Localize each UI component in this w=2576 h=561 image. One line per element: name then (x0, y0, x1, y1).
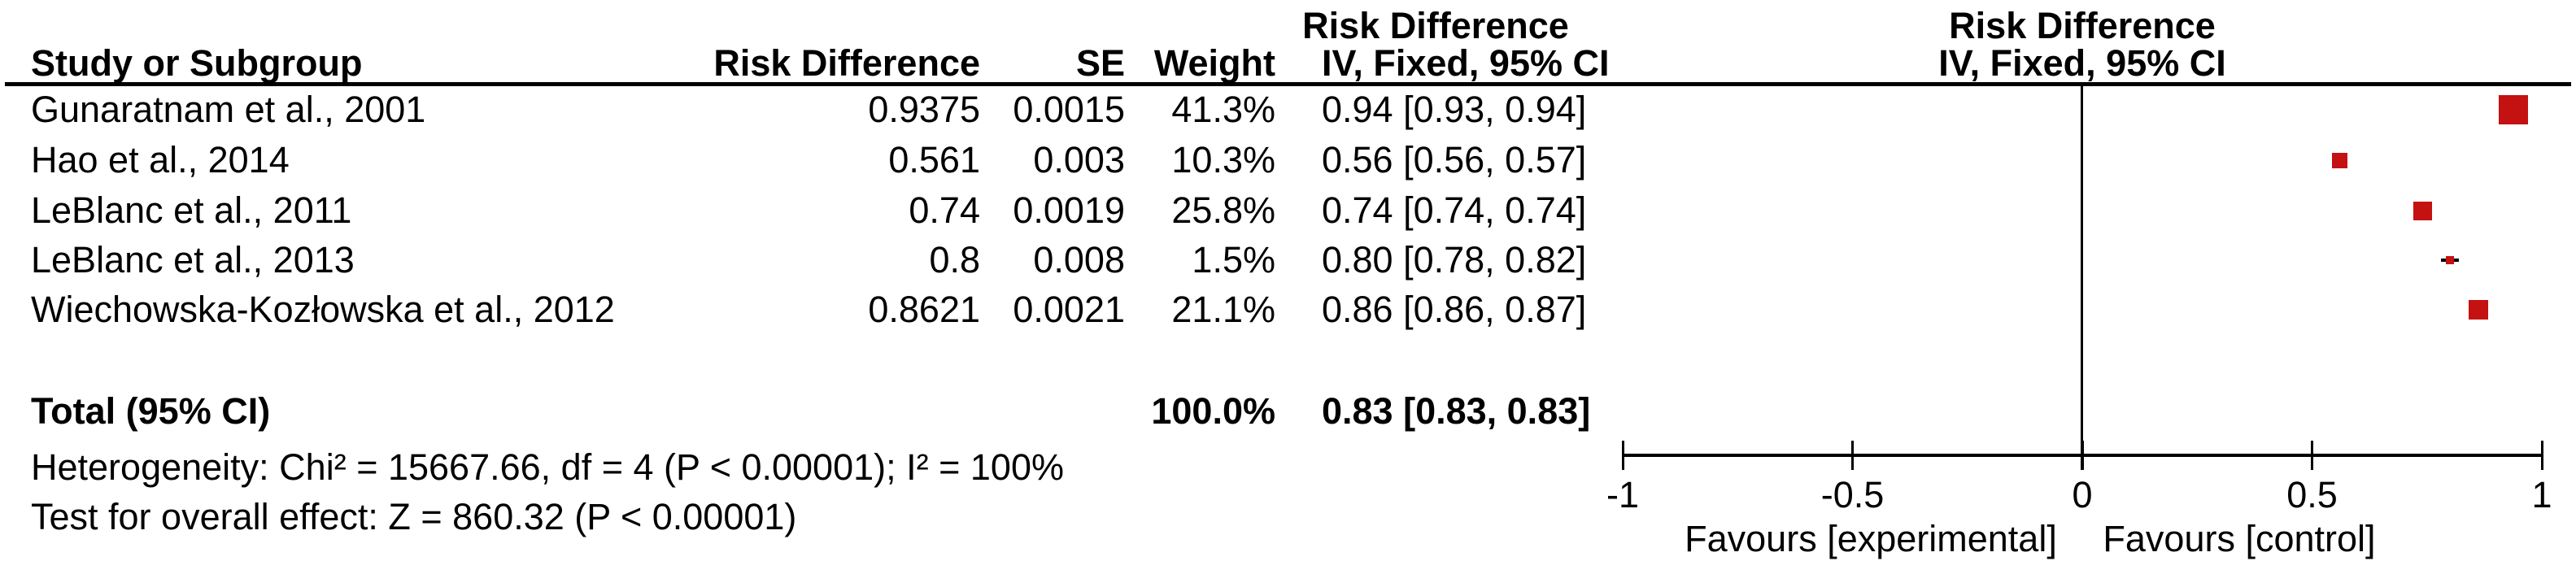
favours-experimental-label: Favours [experimental] (1685, 518, 2057, 559)
ci-value: 0.80 [0.78, 0.82] (1322, 239, 1587, 280)
heterogeneity-stats: Heterogeneity: Chi² = 15667.66, df = 4 (… (31, 446, 1064, 488)
header-study: Study or Subgroup (31, 42, 363, 84)
axis-tick (2311, 441, 2313, 470)
study-point-estimate-marker (2446, 256, 2454, 264)
risk-difference-value: 0.561 (888, 139, 980, 180)
total-label: Total (95% CI) (31, 390, 271, 432)
risk-difference-value: 0.74 (909, 189, 980, 231)
study-point-estimate-marker (2332, 152, 2348, 168)
axis-tick-label: 0.5 (2286, 474, 2338, 515)
study-point-estimate-marker (2413, 201, 2432, 220)
se-value: 0.0021 (1013, 289, 1125, 330)
se-value: 0.003 (1033, 139, 1125, 180)
zero-effect-line (2081, 86, 2083, 470)
total-ci: 0.83 [0.83, 0.83] (1322, 390, 1591, 432)
study-name: Gunaratnam et al., 2001 (31, 89, 426, 130)
total-row: Total (95% CI) 100.0% 0.83 [0.83, 0.83] (0, 387, 1667, 436)
total-weight: 100.0% (1151, 390, 1275, 432)
overall-effect-stats: Test for overall effect: Z = 860.32 (P <… (31, 496, 797, 537)
axis-tick-label: 0 (2072, 474, 2093, 515)
table-row: Wiechowska-Kozłowska et al., 2012 0.8621… (0, 285, 1667, 334)
ci-value: 0.56 [0.56, 0.57] (1322, 139, 1587, 180)
study-point-estimate-marker (2498, 95, 2528, 124)
study-name: Wiechowska-Kozłowska et al., 2012 (31, 289, 615, 330)
ci-column-header-line1: Risk Difference (1302, 5, 1569, 46)
plot-column-header-line2: IV, Fixed, 95% CI (1938, 42, 2226, 84)
ci-value: 0.74 [0.74, 0.74] (1322, 189, 1587, 231)
ci-value: 0.94 [0.93, 0.94] (1322, 89, 1587, 130)
se-value: 0.0015 (1013, 89, 1125, 130)
plot-column-header-line1: Risk Difference (1949, 5, 2216, 46)
se-value: 0.0019 (1013, 189, 1125, 231)
risk-difference-value: 0.8621 (868, 289, 980, 330)
table-row: LeBlanc et al., 2013 0.8 0.008 1.5% 0.80… (0, 236, 1667, 285)
axis-tick (1621, 441, 1624, 470)
weight-value: 21.1% (1171, 289, 1275, 330)
header-risk-difference: Risk Difference (713, 42, 980, 84)
header-weight: Weight (1153, 42, 1275, 84)
axis-tick (2081, 441, 2084, 470)
weight-value: 41.3% (1171, 89, 1275, 130)
header-ci: IV, Fixed, 95% CI (1322, 42, 1610, 84)
se-value: 0.008 (1033, 239, 1125, 280)
study-name: LeBlanc et al., 2013 (31, 239, 355, 280)
study-name: LeBlanc et al., 2011 (31, 189, 352, 231)
axis-tick-label: -1 (1606, 474, 1639, 515)
axis-tick-label: -0.5 (1820, 474, 1885, 515)
axis-tick (1851, 441, 1854, 470)
axis-tick (2540, 441, 2543, 470)
header-se: SE (1075, 42, 1125, 84)
axis-tick-label: 1 (2531, 474, 2552, 515)
weight-value: 1.5% (1192, 239, 1275, 280)
weight-value: 25.8% (1171, 189, 1275, 231)
table-header-row: Study or Subgroup Risk Difference SE Wei… (0, 39, 1667, 88)
table-row: Gunaratnam et al., 2001 0.9375 0.0015 41… (0, 85, 1667, 134)
weight-value: 10.3% (1171, 139, 1275, 180)
study-point-estimate-marker (2469, 300, 2489, 320)
risk-difference-value: 0.9375 (868, 89, 980, 130)
study-name: Hao et al., 2014 (31, 139, 290, 180)
risk-difference-value: 0.8 (929, 239, 980, 280)
header-rule (5, 82, 2571, 86)
table-row: LeBlanc et al., 2011 0.74 0.0019 25.8% 0… (0, 186, 1667, 235)
ci-value: 0.86 [0.86, 0.87] (1322, 289, 1587, 330)
favours-control-label: Favours [control] (2103, 518, 2376, 559)
table-row: Hao et al., 2014 0.561 0.003 10.3% 0.56 … (0, 136, 1667, 185)
